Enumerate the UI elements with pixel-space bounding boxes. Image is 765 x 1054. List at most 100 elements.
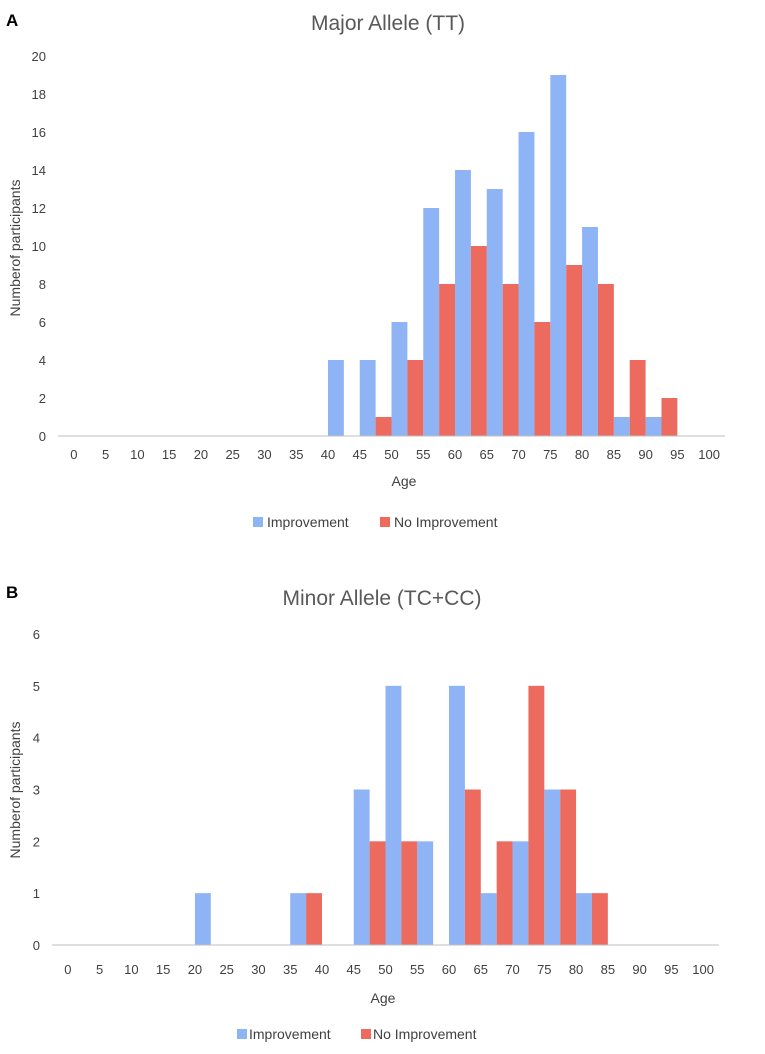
chart-b-bar-improvement: [576, 893, 592, 945]
chart-a-bar-no-improvement: [629, 360, 646, 436]
chart-a-xtick: 100: [698, 447, 720, 462]
chart-a-ytick: 6: [39, 315, 46, 330]
chart-a-bar-improvement: [359, 360, 376, 436]
legend-a-improvement-swatch: [253, 517, 263, 527]
chart-a-ytick: 16: [32, 125, 46, 140]
chart-a-xtick: 60: [448, 447, 462, 462]
chart-a-bar-improvement: [455, 170, 471, 436]
chart-a-bar-no-improvement: [470, 246, 487, 436]
chart-b-xtick: 40: [315, 962, 329, 977]
chart-a-xtick: 90: [638, 447, 652, 462]
chart-a-bar-no-improvement: [597, 284, 614, 436]
chart-a-xtick: 55: [416, 447, 430, 462]
chart-b-xtick: 70: [505, 962, 519, 977]
chart-a-ytick: 0: [39, 429, 46, 444]
chart-a: A Major Allele (TT) Numberof participant…: [6, 11, 725, 530]
chart-a-bar-no-improvement: [439, 284, 456, 436]
chart-b-ytick: 1: [33, 886, 40, 901]
chart-a-bar-no-improvement: [661, 398, 678, 436]
chart-a-ytick: 4: [39, 353, 46, 368]
chart-a-bar-no-improvement: [502, 284, 519, 436]
chart-b-xtick: 5: [96, 962, 103, 977]
chart-a-legend: Improvement No Improvement: [253, 514, 498, 530]
chart-a-ytick: 20: [32, 49, 46, 64]
chart-b-bar-no-improvement: [591, 893, 608, 945]
chart-a-bar-improvement: [550, 75, 567, 436]
chart-b-ytick: 2: [33, 834, 40, 849]
chart-a-bar-no-improvement: [566, 265, 583, 436]
chart-b-bar-no-improvement: [560, 789, 577, 945]
chart-b-xtick: 50: [378, 962, 392, 977]
chart-a-xtick: 25: [225, 447, 239, 462]
chart-a-plot: 0 2 4 6 8 10 12 14 16 18 20 0 5 10 15 20 25 30 35 40 45 50 55 6…: [32, 49, 725, 462]
chart-a-xtick: 85: [607, 447, 621, 462]
chart-a-xtick: 70: [511, 447, 525, 462]
chart-a-xtick: 80: [575, 447, 589, 462]
chart-b-ytick: 4: [33, 731, 40, 746]
chart-b-xtick: 95: [664, 962, 678, 977]
chart-b-xtick: 65: [474, 962, 488, 977]
chart-b-bar-no-improvement: [528, 685, 545, 945]
legend-b-improvement-swatch: [237, 1029, 247, 1039]
chart-b-ytick: 0: [33, 938, 40, 953]
chart-b-bar-improvement: [480, 893, 497, 945]
chart-b-title: Minor Allele (TC+CC): [283, 587, 482, 610]
panel-label-b: B: [6, 583, 18, 602]
legend-b-no-improvement-swatch: [361, 1029, 371, 1039]
chart-a-bar-improvement: [327, 360, 344, 436]
chart-a-xtick: 10: [130, 447, 144, 462]
chart-a-ytick: 14: [32, 163, 46, 178]
chart-b-bar-no-improvement: [306, 893, 322, 945]
chart-a-bar-improvement: [486, 189, 503, 436]
chart-b-ytick: 3: [33, 783, 40, 798]
chart-b-xtick: 85: [601, 962, 615, 977]
chart-a-ytick: 10: [32, 239, 46, 254]
chart-b-xtick: 35: [283, 962, 297, 977]
chart-a-bar-no-improvement: [534, 322, 551, 436]
chart-a-xtick: 5: [102, 447, 109, 462]
chart-b-xtick: 25: [219, 962, 233, 977]
chart-a-ytick: 8: [39, 277, 46, 292]
chart-a-xtick: 45: [353, 447, 367, 462]
chart-b-legend: Improvement No Improvement: [237, 1026, 477, 1042]
chart-a-xtick: 0: [70, 447, 77, 462]
chart-b-bar-no-improvement: [496, 841, 513, 945]
chart-b-xtick: 0: [64, 962, 71, 977]
chart-b-xtick: 15: [156, 962, 170, 977]
chart-b-bar-improvement: [417, 841, 434, 945]
chart-b-bar-improvement: [449, 685, 465, 945]
chart-b-bar-improvement: [385, 685, 402, 945]
chart-a-xtick: 15: [162, 447, 176, 462]
legend-a-no-improvement-swatch: [380, 517, 390, 527]
chart-a-ytick: 18: [32, 87, 46, 102]
legend-b-no-improvement-label: No Improvement: [373, 1026, 477, 1042]
chart-a-ylabel: Numberof participants: [7, 180, 23, 317]
chart-a-bar-no-improvement: [407, 360, 424, 436]
chart-b: B Minor Allele (TC+CC) Numberof particip…: [6, 583, 719, 1042]
chart-a-bar-improvement: [645, 417, 662, 436]
chart-b-xtick: 90: [632, 962, 646, 977]
chart-b-bar-improvement: [290, 893, 307, 945]
chart-b-xtick: 45: [347, 962, 361, 977]
chart-b-bar-improvement: [194, 893, 211, 945]
chart-a-xlabel: Age: [392, 473, 417, 489]
chart-b-bar-no-improvement: [401, 841, 418, 945]
chart-b-ylabel: Numberof participants: [7, 722, 23, 859]
chart-b-xtick: 20: [188, 962, 202, 977]
chart-a-xtick: 35: [289, 447, 303, 462]
chart-b-xlabel: Age: [371, 990, 396, 1006]
chart-b-xtick: 60: [442, 962, 456, 977]
chart-b-xtick: 80: [569, 962, 583, 977]
chart-a-title: Major Allele (TT): [311, 12, 465, 35]
chart-a-bar-improvement: [391, 322, 408, 436]
legend-a-no-improvement-label: No Improvement: [394, 514, 498, 530]
chart-a-bar-no-improvement: [375, 417, 392, 436]
chart-a-xtick: 40: [321, 447, 335, 462]
chart-a-xtick: 95: [670, 447, 684, 462]
chart-b-ytick: 6: [33, 627, 40, 642]
chart-a-bar-improvement: [423, 208, 440, 436]
chart-a-xtick: 75: [543, 447, 557, 462]
chart-a-bar-improvement: [613, 417, 630, 436]
chart-a-bar-improvement: [582, 227, 598, 436]
